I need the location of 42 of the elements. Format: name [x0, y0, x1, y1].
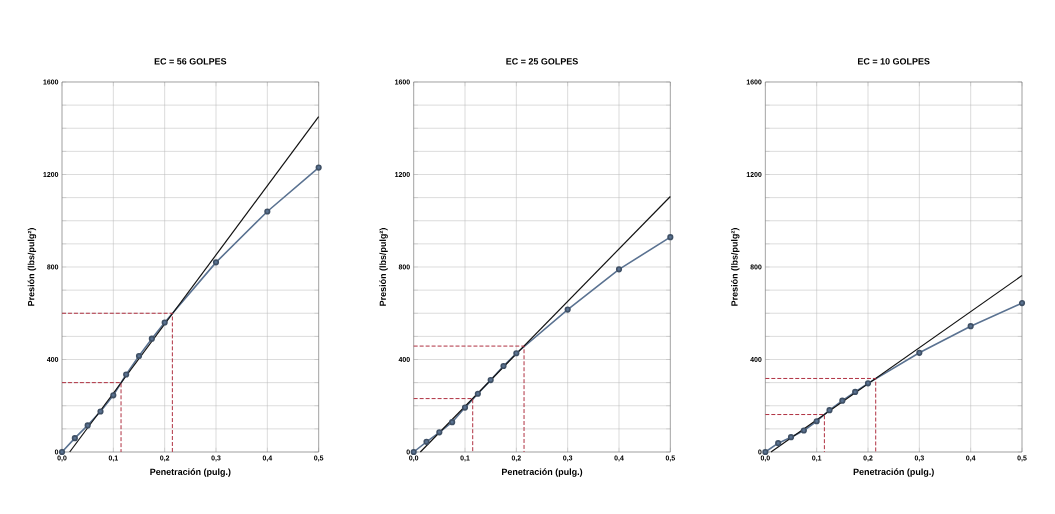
- point: [826, 407, 833, 414]
- point: [787, 434, 795, 441]
- chart-title: EC = 25 GOLPES: [506, 58, 578, 65]
- point: [916, 349, 923, 356]
- point: [212, 259, 220, 266]
- point: [461, 404, 469, 411]
- point: [123, 371, 130, 378]
- point: [615, 266, 623, 273]
- point: [97, 408, 104, 415]
- point: [564, 306, 571, 313]
- point: [264, 208, 271, 215]
- point: [161, 319, 168, 326]
- point: [667, 234, 674, 241]
- point: [135, 352, 143, 360]
- x-axis-title: Penetración (pulg.): [150, 468, 231, 477]
- chart-title: EC = 56 GOLPES: [154, 58, 227, 65]
- point: [775, 440, 782, 447]
- x-axis-title: Penetración (pulg.): [502, 468, 583, 477]
- y-axis-title: Presión (lbs/pulg²): [730, 228, 740, 306]
- point: [487, 376, 494, 384]
- point: [864, 380, 872, 387]
- point: [423, 438, 430, 445]
- y-axis-title: Presión (lbs/pulg²): [27, 228, 37, 306]
- point: [315, 164, 322, 171]
- point: [84, 422, 91, 429]
- point: [513, 350, 520, 357]
- point: [813, 418, 820, 425]
- point: [1018, 299, 1026, 307]
- point: [71, 435, 78, 442]
- point: [852, 388, 859, 395]
- chart-title: EC = 10 GOLPES: [858, 58, 930, 65]
- point: [148, 335, 155, 342]
- y-axis-title: Presión (lbs/pulg²): [379, 228, 388, 306]
- point: [474, 390, 481, 397]
- point: [436, 429, 443, 436]
- point: [839, 397, 846, 404]
- point: [800, 427, 807, 434]
- point: [110, 392, 117, 399]
- point: [449, 419, 456, 426]
- point: [500, 362, 507, 370]
- point: [967, 323, 974, 330]
- x-axis-title: Penetración (pulg.): [853, 468, 934, 477]
